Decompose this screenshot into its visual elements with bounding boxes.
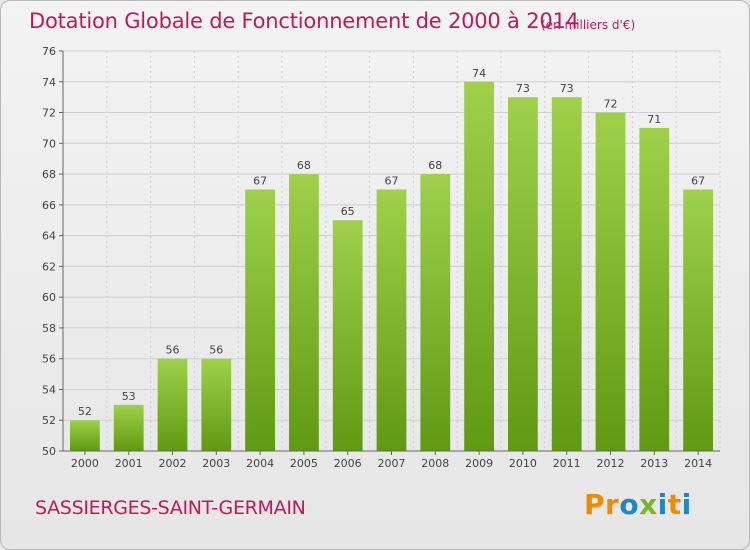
y-tick-label: 74 [42,76,56,89]
bar-2003[interactable] [201,358,232,451]
commune-name: SASSIERGES-SAINT-GERMAIN [35,497,306,519]
x-tick-label: 2001 [115,457,143,470]
x-tick-label: 2014 [684,457,712,470]
logo-letter: P [584,488,606,521]
x-tick-label: 2011 [553,457,581,470]
bar-value-label: 68 [428,159,442,172]
bar-value-label: 71 [647,113,661,126]
y-tick-label: 72 [42,107,56,120]
x-tick-label: 2003 [202,457,230,470]
bar-value-label: 52 [78,405,92,418]
bar-value-label: 67 [253,174,267,187]
y-tick-label: 76 [42,45,56,58]
bar-2004[interactable] [245,189,275,451]
logo-letter: i [681,488,692,521]
logo-letter: o [619,488,640,521]
bar-chart: 50 52 54 56 58 60 62 64 66 68 70 72 74 76 52 2000 53 2001… [42,45,721,470]
bar-value-label: 56 [209,344,223,357]
bar-2008[interactable] [420,174,451,452]
y-tick-label: 54 [42,383,56,396]
bar-2011[interactable] [551,97,582,452]
x-tick-label: 2009 [465,457,493,470]
bar-2014[interactable] [683,189,713,451]
proxiti-logo[interactable]: Proxiti [584,488,692,521]
y-tick-label: 70 [42,137,56,150]
logo-letter: t [667,488,682,521]
y-tick-label: 62 [42,260,56,273]
x-tick-label: 2005 [290,457,318,470]
bar-value-label: 72 [604,98,618,111]
chart-unit-label: (en milliers d'€) [541,18,636,32]
labels: 50 52 54 56 58 60 62 64 66 68 70 72 74 76 52 2000 53 2001… [42,45,712,470]
x-tick-label: 2004 [246,457,274,470]
x-tick-label: 2012 [597,457,625,470]
x-tick-label: 2013 [640,457,668,470]
y-tick-label: 52 [42,414,56,427]
bar-value-label: 56 [166,344,180,357]
logo-letter: x [639,488,658,521]
bar-2013[interactable] [639,127,670,451]
bar-value-label: 73 [560,82,574,95]
x-tick-label: 2008 [421,457,449,470]
chart-title: Dotation Globale de Fonctionnement de 20… [29,9,579,33]
y-tick-label: 60 [42,291,56,304]
bar-2001[interactable] [113,404,144,451]
bar-value-label: 67 [691,174,705,187]
bar-value-label: 74 [472,67,486,80]
y-tick-label: 64 [42,230,56,243]
logo-letter: i [657,488,668,521]
y-tick-label: 50 [42,445,56,458]
x-tick-label: 2000 [71,457,99,470]
bar-value-label: 68 [297,159,311,172]
x-tick-label: 2006 [334,457,362,470]
bars [70,81,713,452]
bar-2012[interactable] [595,112,626,452]
bar-2007[interactable] [376,189,407,451]
y-tick-label: 56 [42,353,56,366]
x-tick-label: 2002 [159,457,187,470]
bar-2005[interactable] [289,174,319,452]
bar-2006[interactable] [332,220,363,451]
bar-value-label: 65 [341,205,355,218]
bar-2002[interactable] [157,358,188,451]
bar-2010[interactable] [508,97,538,452]
bar-value-label: 53 [122,390,136,403]
bar-2009[interactable] [464,81,494,452]
x-tick-label: 2010 [509,457,537,470]
y-tick-label: 68 [42,168,56,181]
y-tick-label: 58 [42,322,56,335]
x-tick-label: 2007 [378,457,406,470]
logo-letter: r [605,488,620,521]
bar-2000[interactable] [70,420,100,451]
bar-value-label: 73 [516,82,530,95]
bar-value-label: 67 [385,174,399,187]
axes [59,50,720,455]
y-tick-label: 66 [42,199,56,212]
